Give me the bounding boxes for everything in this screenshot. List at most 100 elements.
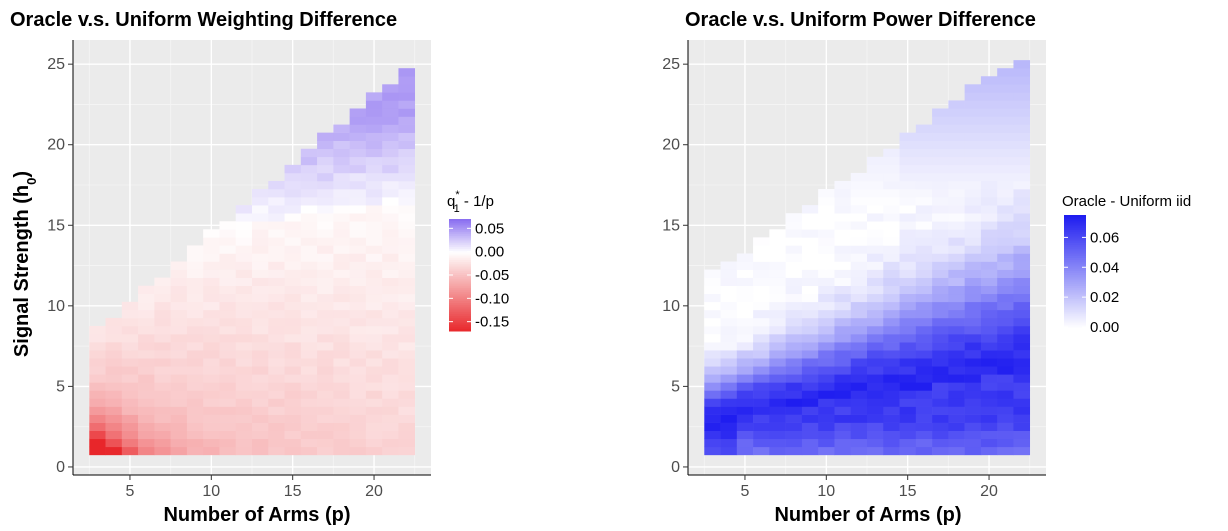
heatmap-tile (105, 414, 123, 423)
heatmap-tile (268, 253, 285, 262)
heatmap-tile (219, 269, 237, 278)
heatmap-tile (932, 189, 949, 198)
heatmap-tile (997, 325, 1014, 335)
heatmap-tile (365, 124, 383, 133)
heatmap-tile (932, 398, 949, 407)
legend-colorbar-segment (449, 282, 471, 285)
heatmap-tile (867, 374, 884, 383)
heatmap-tile (203, 245, 220, 254)
heatmap-tile (769, 390, 786, 399)
heatmap-tile (333, 285, 350, 295)
legend-colorbar-segment (1064, 317, 1086, 321)
heatmap-tile (818, 213, 835, 222)
heatmap-tile (704, 342, 721, 351)
heatmap-tile (834, 189, 852, 198)
heatmap-tile (801, 438, 819, 448)
heatmap-tile (300, 325, 318, 335)
heatmap-tile (333, 398, 350, 407)
heatmap-tile (284, 269, 302, 278)
heatmap-tile (219, 430, 237, 440)
heatmap-tile (964, 213, 982, 222)
heatmap-tile (850, 245, 868, 254)
chart-title: Oracle v.s. Uniform Power Difference (685, 9, 1036, 31)
heatmap-tile (365, 213, 383, 222)
heatmap-tile (997, 430, 1014, 440)
heatmap-tile (915, 172, 933, 182)
heatmap-tile (818, 189, 835, 198)
heatmap-tile (398, 84, 416, 93)
heatmap-tile (785, 245, 803, 254)
heatmap-tile (300, 180, 318, 190)
heatmap-tile (268, 221, 285, 230)
legend-colorbar-segment (449, 267, 471, 270)
heatmap-tile (899, 366, 917, 375)
heatmap-tile (720, 438, 738, 448)
heatmap-tile (964, 261, 982, 270)
legend-colorbar-segment (449, 261, 471, 265)
heatmap-tile (980, 84, 998, 93)
legend-colorbar-segment (1064, 289, 1086, 293)
heatmap-tile (818, 366, 835, 375)
legend-colorbar-segment (1064, 302, 1086, 306)
heatmap-tile (834, 430, 852, 440)
legend-colorbar-segment (449, 247, 471, 250)
heatmap-tile (980, 100, 998, 109)
heatmap-tile (268, 374, 285, 383)
heatmap-tile (948, 100, 965, 109)
heatmap-tile (154, 334, 171, 343)
heatmap-tile (398, 237, 416, 246)
heatmap-tile (948, 446, 965, 456)
heatmap-tile (720, 293, 738, 303)
heatmap-tile (899, 237, 917, 246)
heatmap-tile (365, 205, 383, 214)
heatmap-tile (753, 245, 770, 254)
heatmap-tile (365, 221, 383, 230)
heatmap-tile (964, 269, 982, 278)
heatmap-tile (964, 205, 982, 214)
legend-colorbar-segment (449, 245, 471, 248)
heatmap-tile (317, 245, 334, 254)
heatmap-tile (948, 156, 965, 166)
legend-colorbar-segment (449, 232, 471, 235)
heatmap-tile (219, 414, 237, 423)
heatmap-tile (980, 140, 998, 150)
heatmap-tile (1013, 342, 1031, 351)
heatmap-tile (980, 237, 998, 246)
heatmap-tile (89, 438, 106, 448)
heatmap-tile (300, 197, 318, 206)
heatmap-tile (850, 180, 868, 190)
heatmap-tile (333, 301, 350, 311)
heatmap-tile (365, 398, 383, 407)
heatmap-tile (883, 205, 900, 214)
heatmap-tile (284, 164, 302, 174)
heatmap-tile (333, 309, 350, 319)
heatmap-tile (850, 277, 868, 286)
heatmap-tile (867, 438, 884, 448)
heatmap-tile (997, 382, 1014, 391)
heatmap-tile (300, 269, 318, 278)
heatmap-tile (203, 269, 220, 278)
heatmap-tile (997, 124, 1014, 133)
legend-colorbar-segment (1064, 315, 1086, 319)
heatmap-tile (235, 374, 253, 383)
heatmap-tile (105, 374, 123, 383)
heatmap-tile (268, 406, 285, 415)
heatmap-tile (915, 189, 933, 198)
heatmap-tile (997, 261, 1014, 270)
heatmap-tile (948, 293, 965, 303)
heatmap-tile (235, 301, 253, 311)
heatmap-tile (899, 374, 917, 383)
heatmap-tile (186, 325, 204, 335)
heatmap-tile (284, 317, 302, 327)
legend-colorbar-segment (1064, 299, 1086, 302)
heatmap-tile (89, 430, 106, 440)
heatmap-tile (850, 285, 868, 295)
heatmap-tile (317, 334, 334, 343)
heatmap-tile (801, 446, 819, 456)
heatmap-tile (121, 398, 139, 407)
legend-colorbar-segment (449, 327, 471, 330)
heatmap-tile (1013, 60, 1031, 69)
heatmap-tile (899, 164, 917, 174)
heatmap-tile (948, 382, 965, 391)
heatmap-tile (365, 132, 383, 141)
